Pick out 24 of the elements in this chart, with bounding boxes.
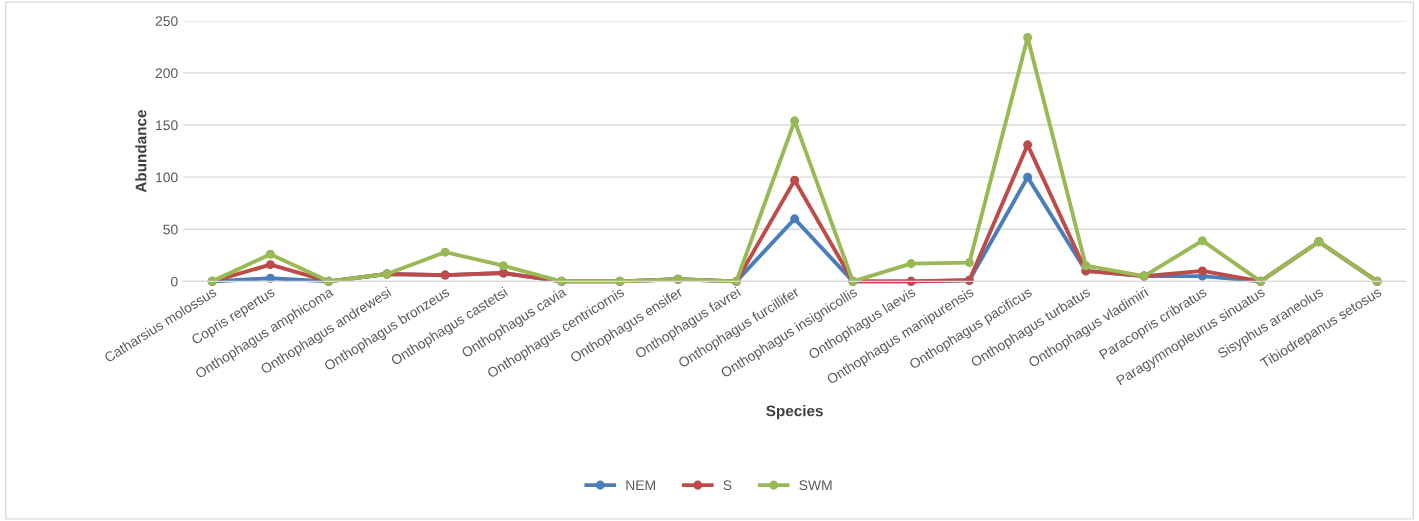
point: [1081, 261, 1091, 271]
point: [1023, 172, 1033, 182]
y-tick-label: 250: [155, 16, 178, 27]
y-tick-label: 100: [156, 172, 178, 183]
point: [906, 259, 916, 269]
legend-label: NEM: [626, 480, 655, 490]
y-axis-title: Abundance: [135, 110, 147, 193]
point: [964, 258, 974, 268]
legend-label: S: [723, 480, 732, 491]
legend-label: SWM: [799, 480, 832, 491]
x-axis-title: Species: [766, 405, 823, 420]
point: [498, 261, 508, 271]
point: [790, 214, 800, 224]
y-tick-label: 200: [155, 68, 178, 79]
y-tick-label: 0: [171, 276, 178, 287]
y-tick-label: 150: [156, 120, 178, 131]
point: [440, 247, 450, 257]
point: [265, 273, 275, 283]
point: [265, 249, 275, 259]
y-tick-label: 50: [163, 224, 178, 235]
point: [1197, 266, 1207, 276]
point: [1197, 236, 1207, 246]
point: [265, 260, 275, 270]
point: [790, 175, 800, 185]
